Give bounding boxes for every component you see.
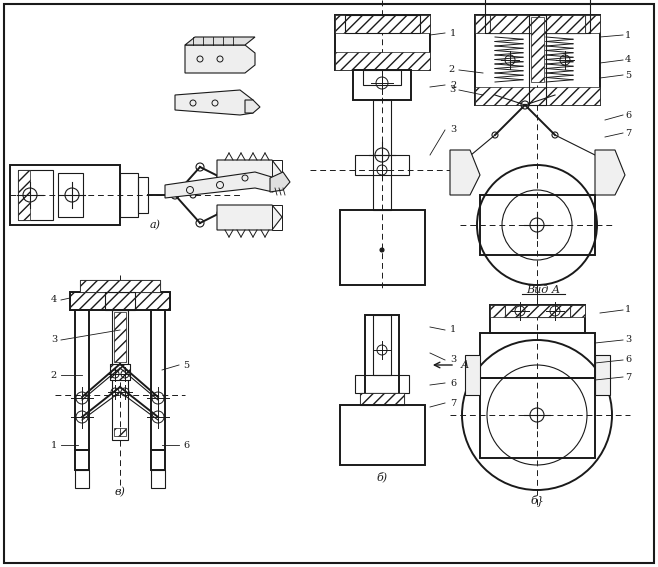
Text: 7: 7 [625,129,631,138]
Text: 5: 5 [183,361,189,370]
Text: 3: 3 [449,86,455,95]
Text: а): а) [149,220,161,230]
Bar [345,15,420,33]
Bar [360,393,404,405]
Text: 1: 1 [450,325,456,335]
Bar [120,173,138,217]
Bar [114,312,126,362]
Bar [490,305,585,317]
Text: 4: 4 [51,295,57,304]
Circle shape [380,248,384,252]
Bar [340,405,425,465]
Bar [120,428,126,436]
Bar [75,310,89,450]
Text: 3: 3 [450,356,456,365]
Text: 6: 6 [625,111,631,120]
Bar [335,52,430,70]
Bar [465,355,480,395]
Bar [505,305,570,317]
Bar [340,210,425,285]
Polygon shape [270,172,290,192]
Bar [75,450,89,470]
Bar [335,15,430,70]
Bar [475,15,600,33]
Bar [112,310,128,440]
Bar [70,292,170,310]
Bar [110,364,130,380]
Text: 1: 1 [625,306,631,315]
Bar [18,170,30,220]
Bar [114,428,120,436]
Polygon shape [245,100,260,113]
Bar [18,170,53,220]
Bar [355,155,409,175]
Bar [355,375,409,393]
Bar [110,364,130,380]
Polygon shape [217,160,282,185]
Bar [475,15,600,105]
Bar [475,87,600,105]
Bar [151,470,165,488]
Text: 7: 7 [450,399,456,408]
Bar [490,305,585,333]
Text: б}: б} [530,494,544,506]
Bar [490,15,585,33]
Text: 4: 4 [625,56,631,65]
Polygon shape [185,45,255,73]
Bar [365,315,399,395]
Bar [80,280,160,292]
Text: 3: 3 [51,336,57,345]
Bar [272,205,282,230]
Bar [70,292,170,310]
Text: б): б) [376,472,388,483]
Bar [480,333,595,378]
Text: 2: 2 [51,370,57,379]
Bar [363,70,401,85]
Bar [595,355,610,395]
Bar [529,15,546,105]
Text: А: А [461,360,469,370]
Bar [335,15,430,33]
Text: 5: 5 [625,70,631,79]
Text: 1: 1 [625,31,631,40]
Bar [353,70,411,100]
Bar [360,393,404,405]
Text: в): в) [114,487,126,497]
Text: 3: 3 [625,336,631,345]
Bar [373,100,391,210]
Bar [80,280,160,292]
Bar [480,378,595,458]
Bar [485,0,590,33]
Text: 6: 6 [450,379,456,387]
Text: 1: 1 [450,28,456,37]
Polygon shape [175,90,253,115]
Bar [490,15,585,33]
Bar [105,292,135,310]
Text: 1: 1 [51,441,57,450]
Bar [480,195,595,255]
Bar [75,470,89,488]
Bar [10,165,120,225]
Bar [272,160,282,185]
Polygon shape [217,205,282,230]
Bar [58,173,83,217]
Text: 7: 7 [625,373,631,382]
Bar [373,315,391,375]
Bar [531,17,544,82]
Polygon shape [165,172,275,198]
Polygon shape [185,37,255,45]
Text: 6: 6 [625,356,631,365]
Bar [138,177,148,213]
Text: 2: 2 [450,81,456,90]
Text: 2: 2 [449,66,455,74]
Bar [505,305,570,317]
Text: 6: 6 [183,441,189,450]
Text: Вид А: Вид А [526,285,560,295]
Polygon shape [595,150,625,195]
Bar [151,310,165,450]
Text: 3: 3 [450,125,456,134]
Bar [151,450,165,470]
Polygon shape [450,150,480,195]
